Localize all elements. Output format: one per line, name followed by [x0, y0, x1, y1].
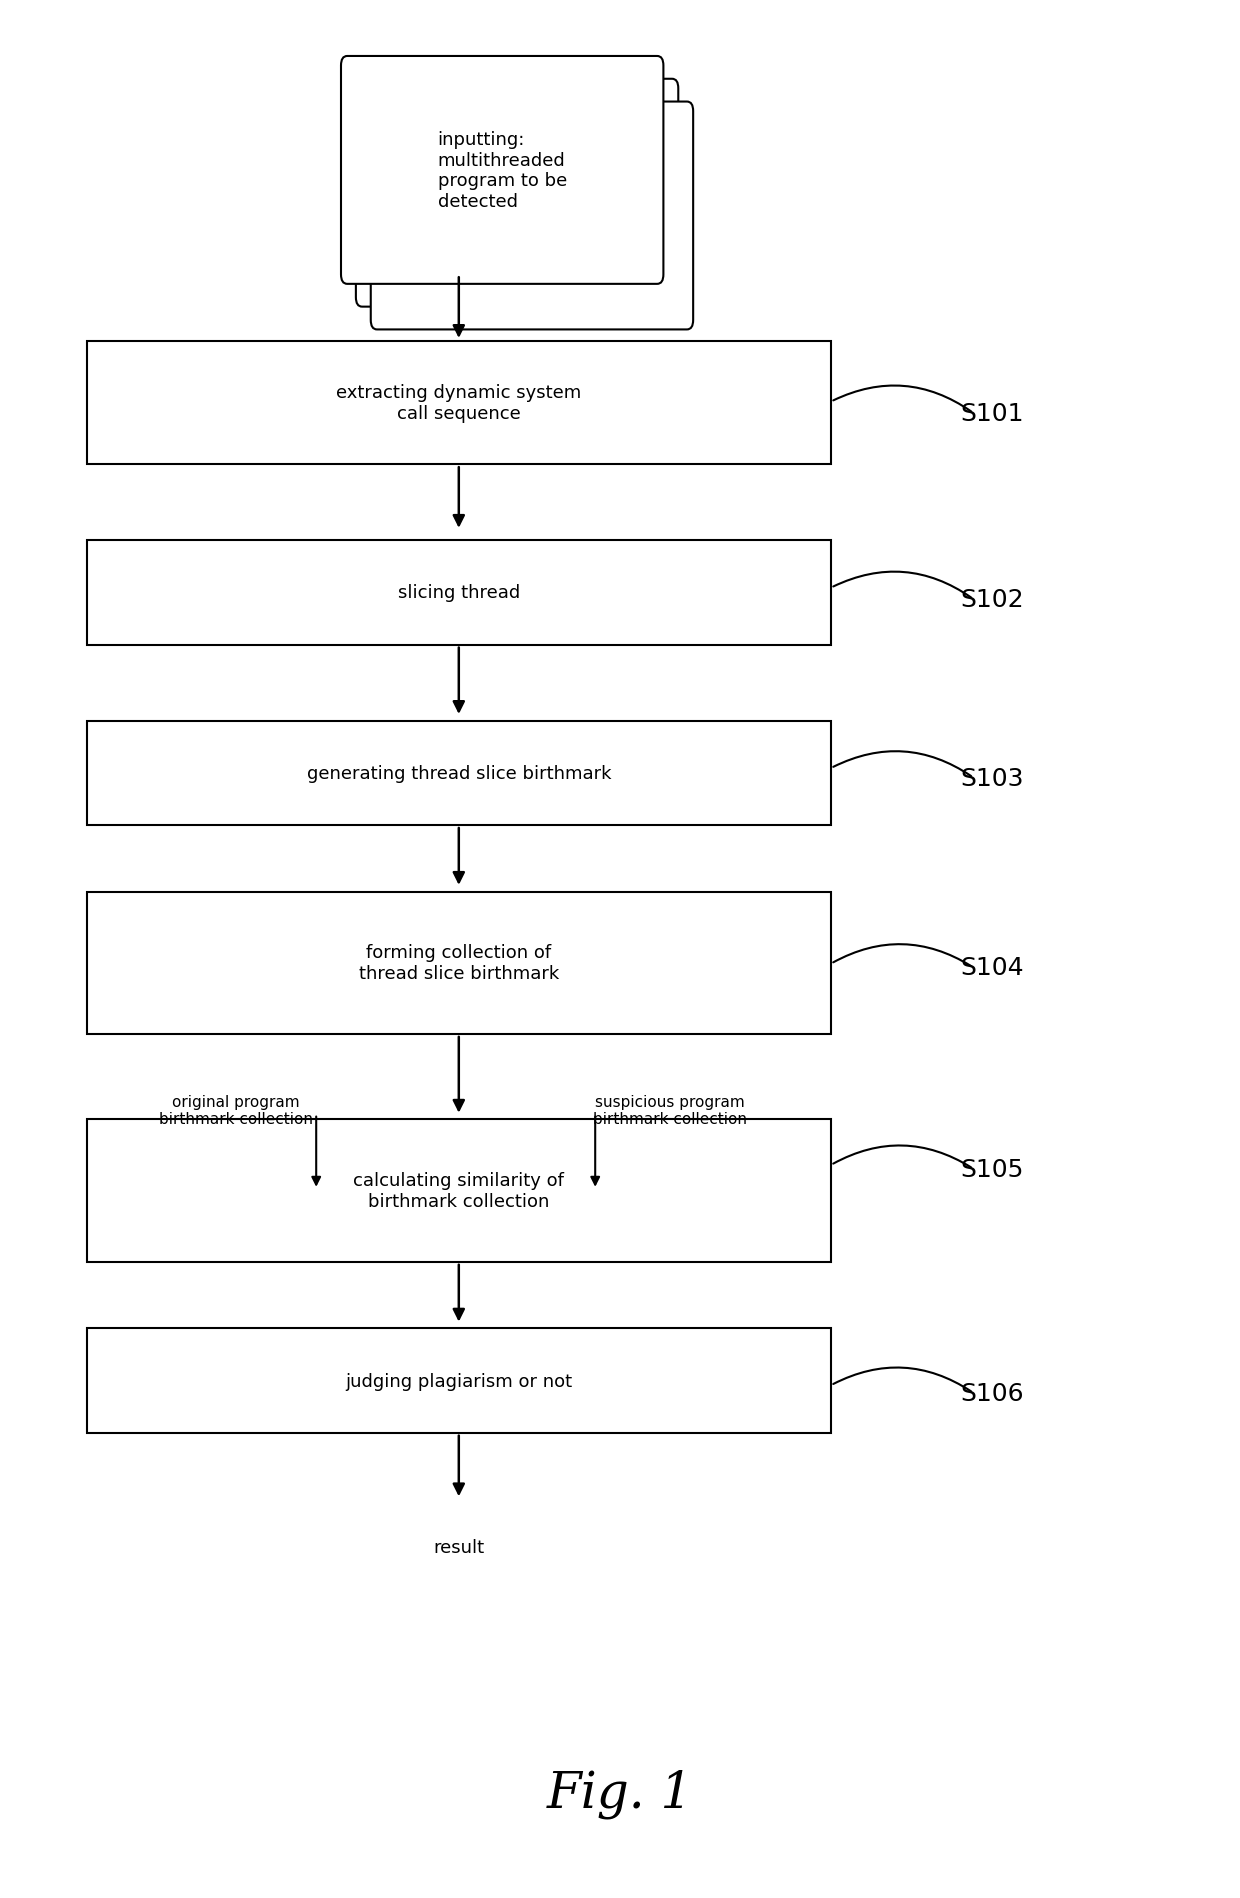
Text: suspicious program
birthmark collection: suspicious program birthmark collection [593, 1093, 746, 1127]
FancyBboxPatch shape [87, 1329, 831, 1433]
Text: result: result [433, 1537, 485, 1556]
FancyBboxPatch shape [87, 541, 831, 645]
FancyBboxPatch shape [371, 102, 693, 330]
Text: slicing thread: slicing thread [398, 585, 520, 602]
FancyBboxPatch shape [341, 57, 663, 285]
Text: original program
birthmark collection: original program birthmark collection [159, 1093, 312, 1127]
Text: S103: S103 [960, 767, 1024, 790]
FancyBboxPatch shape [87, 342, 831, 465]
FancyBboxPatch shape [356, 80, 678, 307]
Text: inputting:
multithreaded
program to be
detected: inputting: multithreaded program to be d… [438, 131, 567, 211]
Text: S101: S101 [960, 402, 1024, 425]
Text: S102: S102 [960, 588, 1024, 611]
FancyBboxPatch shape [87, 721, 831, 826]
Text: S105: S105 [960, 1158, 1024, 1181]
Text: calculating similarity of
birthmark collection: calculating similarity of birthmark coll… [353, 1171, 564, 1211]
Text: S104: S104 [960, 957, 1024, 979]
Text: forming collection of
thread slice birthmark: forming collection of thread slice birth… [358, 943, 559, 983]
Text: Fig. 1: Fig. 1 [547, 1769, 693, 1818]
Text: S106: S106 [960, 1382, 1024, 1405]
Text: extracting dynamic system
call sequence: extracting dynamic system call sequence [336, 383, 582, 423]
FancyBboxPatch shape [87, 892, 831, 1034]
Text: generating thread slice birthmark: generating thread slice birthmark [306, 765, 611, 782]
Text: judging plagiarism or not: judging plagiarism or not [345, 1372, 573, 1389]
FancyBboxPatch shape [87, 1120, 831, 1262]
